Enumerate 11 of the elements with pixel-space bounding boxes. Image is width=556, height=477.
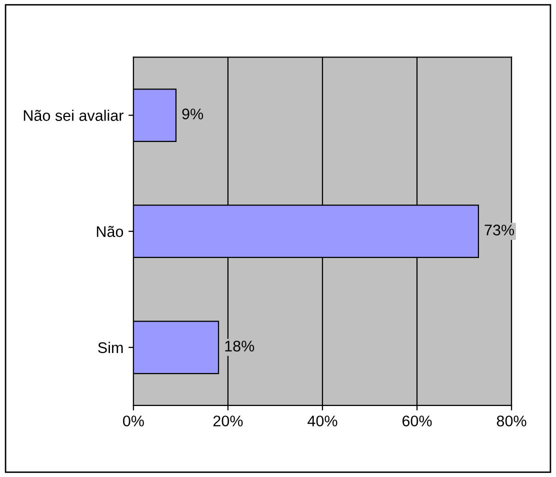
y-tick-label: Não: [96, 226, 124, 238]
data-label: 18%: [225, 340, 254, 352]
x-tick-label: 80%: [496, 416, 526, 426]
x-tick-label: 60%: [402, 416, 432, 426]
y-tick-label: Sim: [98, 342, 123, 354]
x-tick-label: 0%: [122, 416, 144, 426]
y-tick-label: Não sei avaliar: [24, 110, 124, 121]
data-label: 73%: [484, 224, 514, 236]
x-tick-label: 40%: [308, 416, 338, 426]
data-label: 9%: [182, 108, 204, 120]
x-tick-label: 20%: [213, 416, 243, 426]
